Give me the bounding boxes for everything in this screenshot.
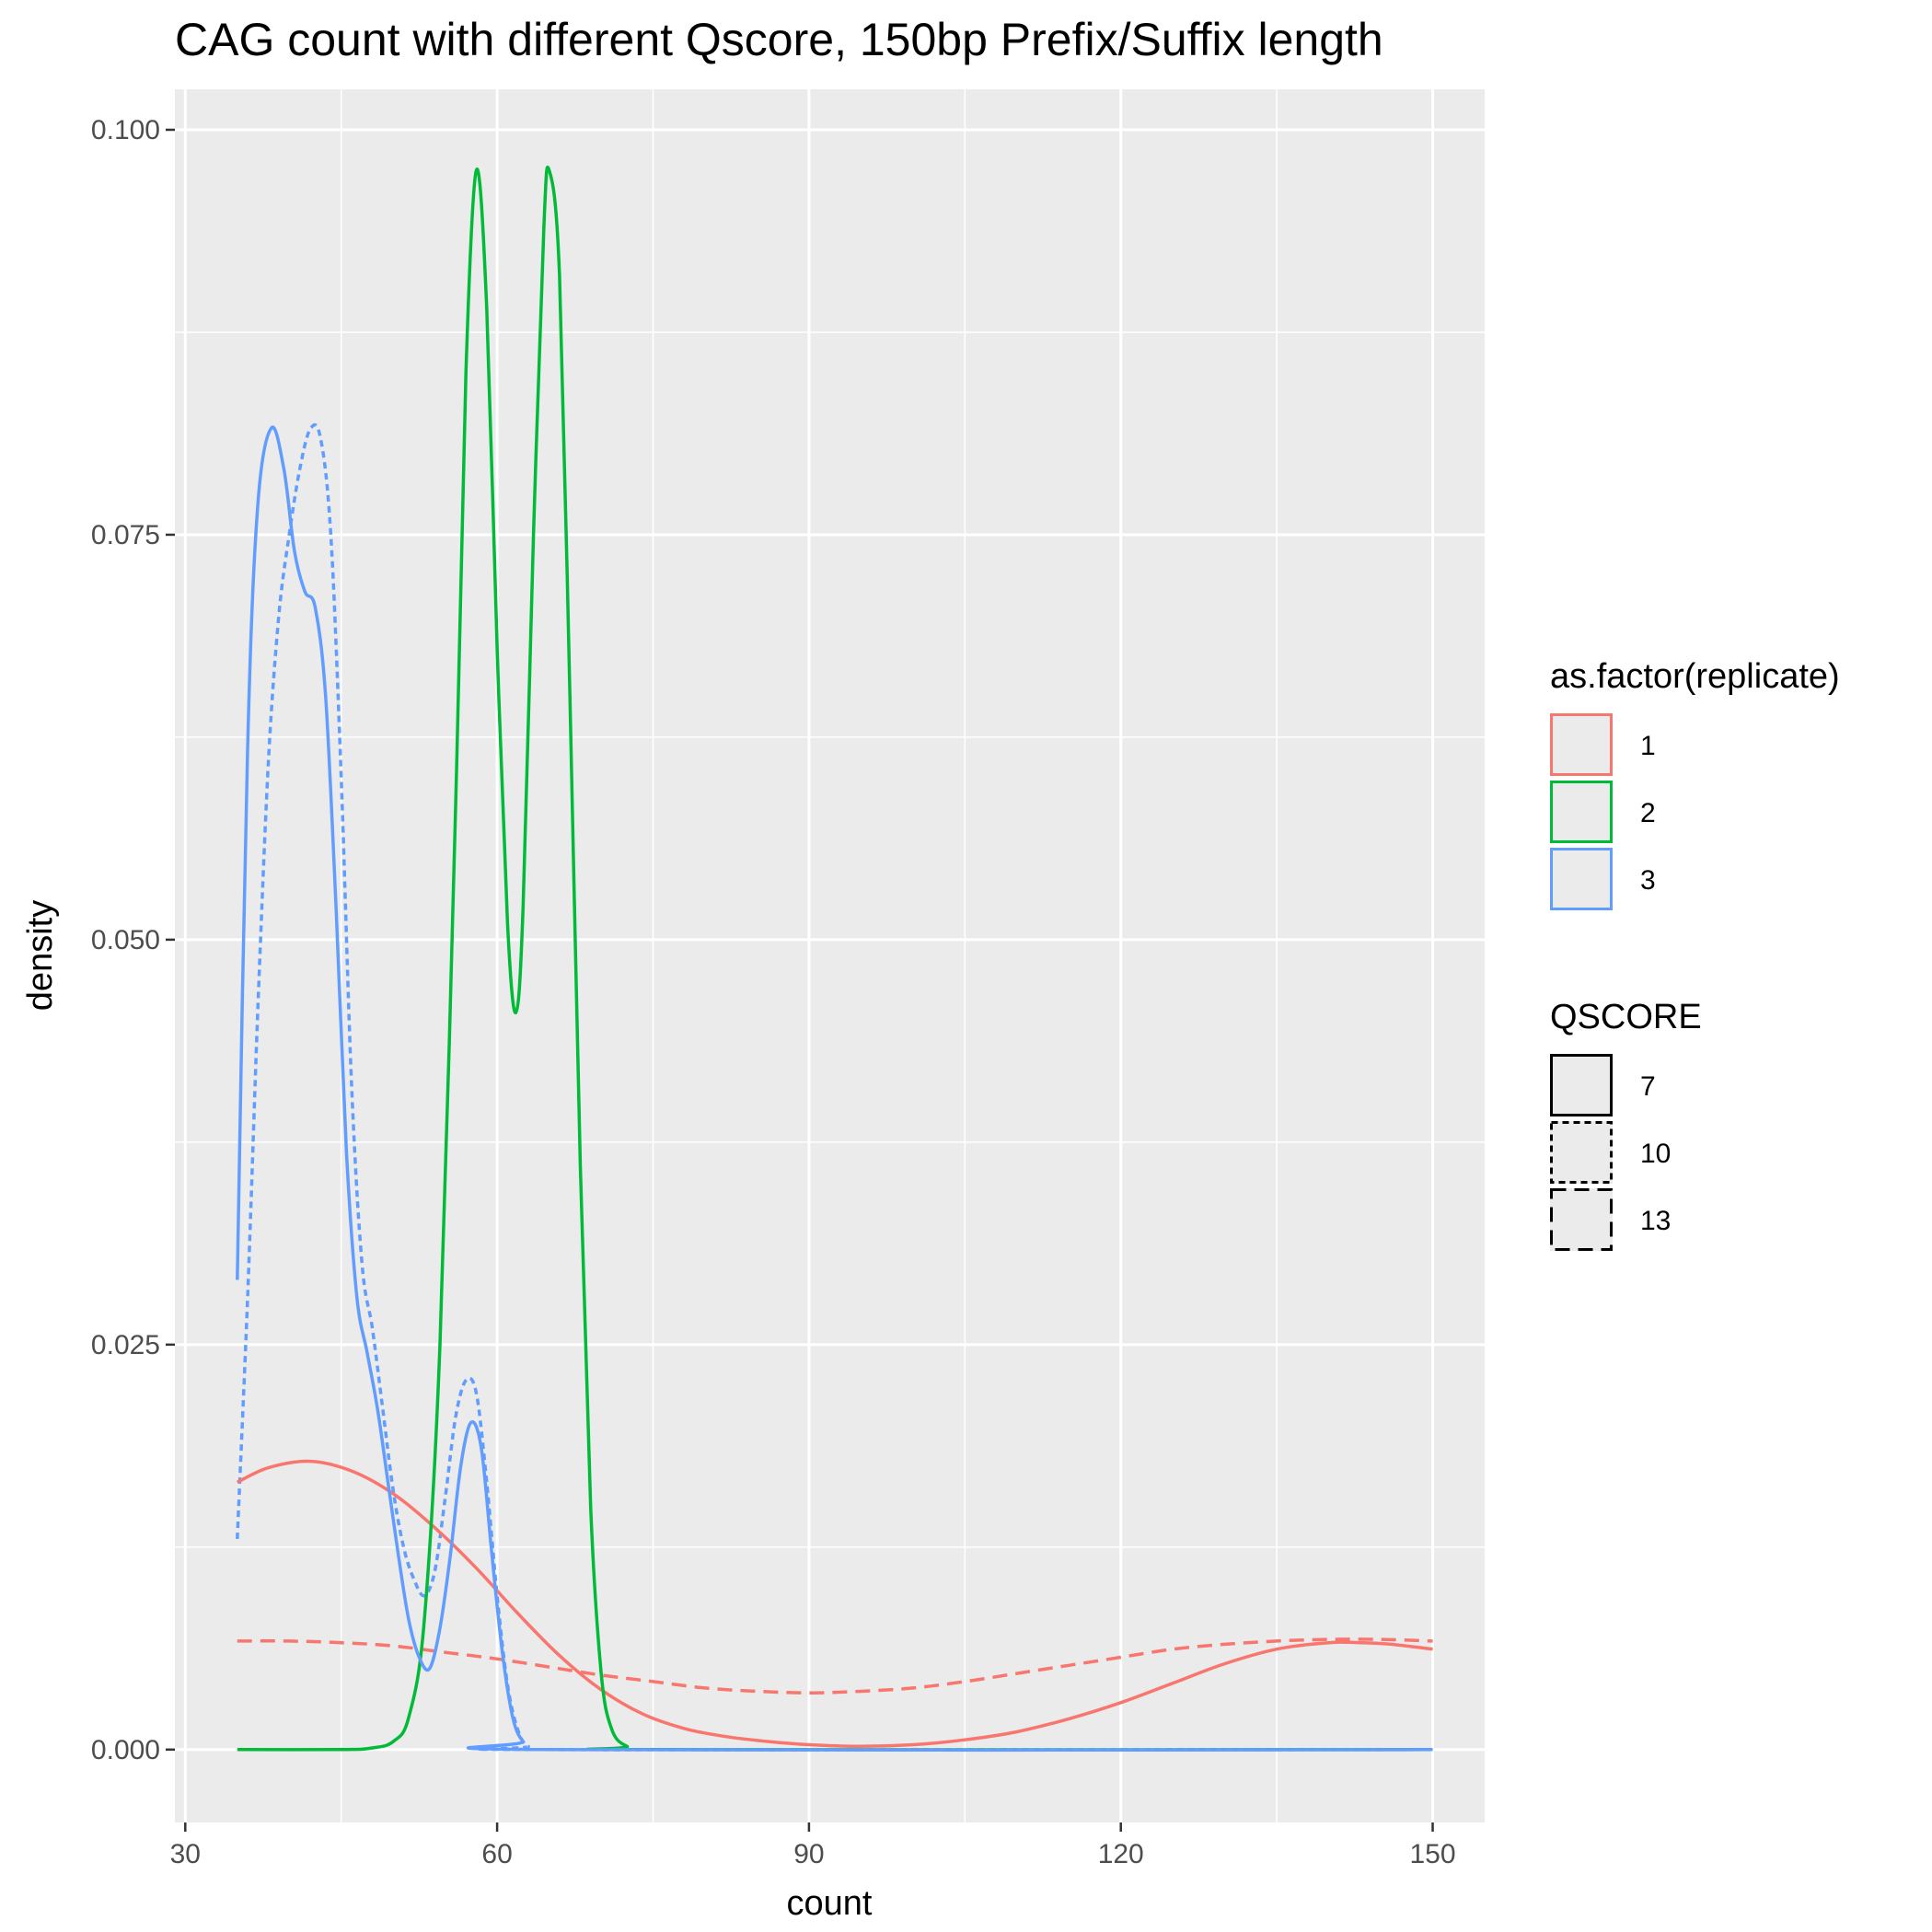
y-tick-label: 0.050 bbox=[91, 925, 160, 955]
legend-key-bg bbox=[1550, 713, 1613, 776]
series-line-rep3-q7 bbox=[236, 425, 1433, 1753]
legend-key bbox=[1550, 1054, 1613, 1116]
legend-label: 1 bbox=[1640, 731, 1656, 761]
y-axis-title: density bbox=[21, 900, 60, 1011]
x-tick-label: 30 bbox=[170, 1839, 201, 1869]
legend-key-bg bbox=[1550, 1188, 1613, 1251]
y-tick-label: 0.075 bbox=[91, 520, 160, 550]
x-axis-title: count bbox=[787, 1884, 873, 1923]
legend-key bbox=[1550, 1188, 1613, 1251]
legend: as.factor(replicate) 1 2 3 QSCORE 7 10 13 bbox=[1550, 657, 1840, 1251]
legend-title: as.factor(replicate) bbox=[1550, 657, 1840, 696]
y-tick-label: 0.100 bbox=[91, 115, 160, 145]
x-axis: 30 60 90 120 150 bbox=[170, 1822, 1456, 1869]
x-tick-label: 90 bbox=[793, 1839, 824, 1869]
x-tick-label: 120 bbox=[1098, 1839, 1144, 1869]
y-axis: 0.000 0.025 0.050 0.075 0.100 bbox=[91, 115, 175, 1765]
legend-label: 10 bbox=[1640, 1139, 1671, 1169]
series-line-rep1-q13 bbox=[237, 1637, 1433, 1695]
legend-key bbox=[1550, 1121, 1613, 1184]
plot-panel bbox=[175, 89, 1485, 1822]
legend-key bbox=[1550, 848, 1613, 910]
series-line-rep2-q7 bbox=[237, 165, 1433, 1752]
legend-key-bg bbox=[1550, 848, 1613, 910]
legend-label: 13 bbox=[1640, 1206, 1671, 1236]
y-tick-label: 0.000 bbox=[91, 1735, 160, 1765]
legend-key bbox=[1550, 781, 1613, 843]
legend-key-bg bbox=[1550, 1054, 1613, 1116]
legend-key bbox=[1550, 713, 1613, 776]
series-line-rep3-q10 bbox=[236, 422, 1433, 1752]
x-tick-label: 150 bbox=[1410, 1839, 1456, 1869]
y-tick-label: 0.025 bbox=[91, 1330, 160, 1360]
series-layer bbox=[236, 165, 1433, 1753]
series-line-rep1-q7 bbox=[237, 1459, 1433, 1749]
chart-title: CAG count with different Qscore, 150bp P… bbox=[175, 14, 1383, 65]
grid-minor bbox=[175, 89, 1485, 1822]
legend-title: QSCORE bbox=[1550, 998, 1702, 1036]
legend-label: 2 bbox=[1640, 798, 1656, 828]
x-tick-label: 60 bbox=[481, 1839, 512, 1869]
legend-key-bg bbox=[1550, 1121, 1613, 1184]
legend-label: 3 bbox=[1640, 865, 1656, 896]
legend-label: 7 bbox=[1640, 1071, 1656, 1102]
legend-key-bg bbox=[1550, 781, 1613, 843]
